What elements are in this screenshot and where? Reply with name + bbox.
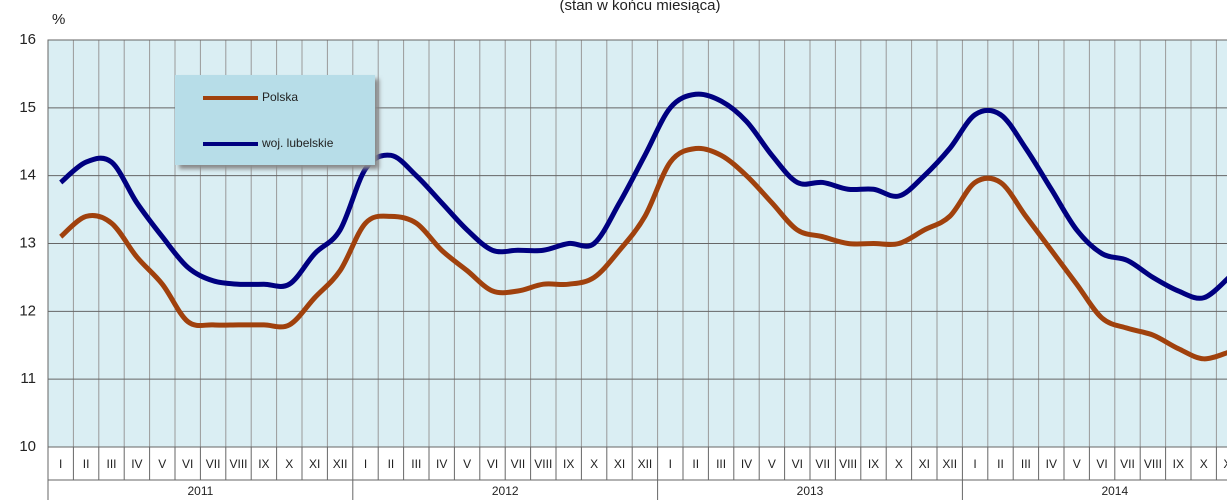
series-line	[59, 145, 1227, 362]
x-tick-label: IX	[1173, 457, 1184, 471]
x-tick-label: III	[106, 457, 116, 471]
x-tick-label: I	[669, 457, 672, 471]
x-tick-label: IV	[131, 457, 142, 471]
x-tick-label: II	[692, 457, 699, 471]
y-axis-label: %	[52, 11, 65, 28]
x-tick-label: VI	[792, 457, 803, 471]
x-tick-label: VIII	[839, 457, 857, 471]
series-line	[59, 91, 1227, 301]
x-tick-label: X	[895, 457, 903, 471]
x-tick-label: IV	[741, 457, 752, 471]
year-label: 2013	[797, 484, 824, 498]
x-tick-label: I	[59, 457, 62, 471]
x-tick-label: VII	[815, 457, 830, 471]
x-tick-label: VII	[1120, 457, 1135, 471]
x-tick-label: II	[997, 457, 1004, 471]
y-tick-label: 10	[19, 438, 36, 455]
x-tick-label: VIII	[229, 457, 247, 471]
x-tick-label: V	[158, 457, 166, 471]
x-tick-label: XII	[333, 457, 348, 471]
y-tick-label: 14	[19, 167, 36, 184]
y-tick-label: 16	[19, 31, 36, 48]
x-tick-label: XII	[942, 457, 957, 471]
x-tick-label: VIII	[534, 457, 552, 471]
x-tick-label: VI	[487, 457, 498, 471]
x-tick-label: III	[411, 457, 421, 471]
x-tick-label: III	[716, 457, 726, 471]
x-tick-label: VII	[511, 457, 526, 471]
legend-label: Polska	[262, 90, 298, 104]
x-tick-label: X	[285, 457, 293, 471]
y-tick-label: 12	[19, 302, 36, 319]
x-tick-label: XI	[919, 457, 930, 471]
x-tick-label: XI	[614, 457, 625, 471]
x-tick-label: VIII	[1144, 457, 1162, 471]
x-tick-label: VII	[206, 457, 221, 471]
x-tick-label: XII	[638, 457, 653, 471]
subtitle: (stan w końcu miesiąca)	[560, 0, 721, 14]
x-tick-label: II	[83, 457, 90, 471]
legend-label: woj. lubelskie	[261, 136, 334, 150]
x-tick-label: X	[590, 457, 598, 471]
x-tick-label: XI	[1223, 457, 1227, 471]
x-tick-label: IX	[258, 457, 269, 471]
x-tick-label: V	[463, 457, 471, 471]
x-tick-label: IX	[563, 457, 574, 471]
x-tick-label: IV	[1046, 457, 1057, 471]
y-tick-label: 15	[19, 99, 36, 116]
x-tick-label: I	[364, 457, 367, 471]
x-tick-label: V	[1073, 457, 1081, 471]
year-label: 2014	[1101, 484, 1128, 498]
x-tick-label: I	[973, 457, 976, 471]
year-label: 2011	[187, 484, 213, 498]
x-tick-label: II	[388, 457, 395, 471]
x-tick-label: XI	[309, 457, 320, 471]
year-label: 2012	[492, 484, 519, 498]
x-tick-label: V	[768, 457, 776, 471]
legend-box	[175, 75, 375, 165]
x-tick-label: X	[1200, 457, 1208, 471]
y-tick-label: 13	[19, 234, 36, 251]
x-tick-label: IV	[436, 457, 447, 471]
x-tick-label: III	[1021, 457, 1031, 471]
x-tick-label: VI	[182, 457, 193, 471]
x-tick-label: IX	[868, 457, 879, 471]
x-tick-label: VI	[1096, 457, 1107, 471]
y-tick-label: 11	[20, 370, 36, 387]
